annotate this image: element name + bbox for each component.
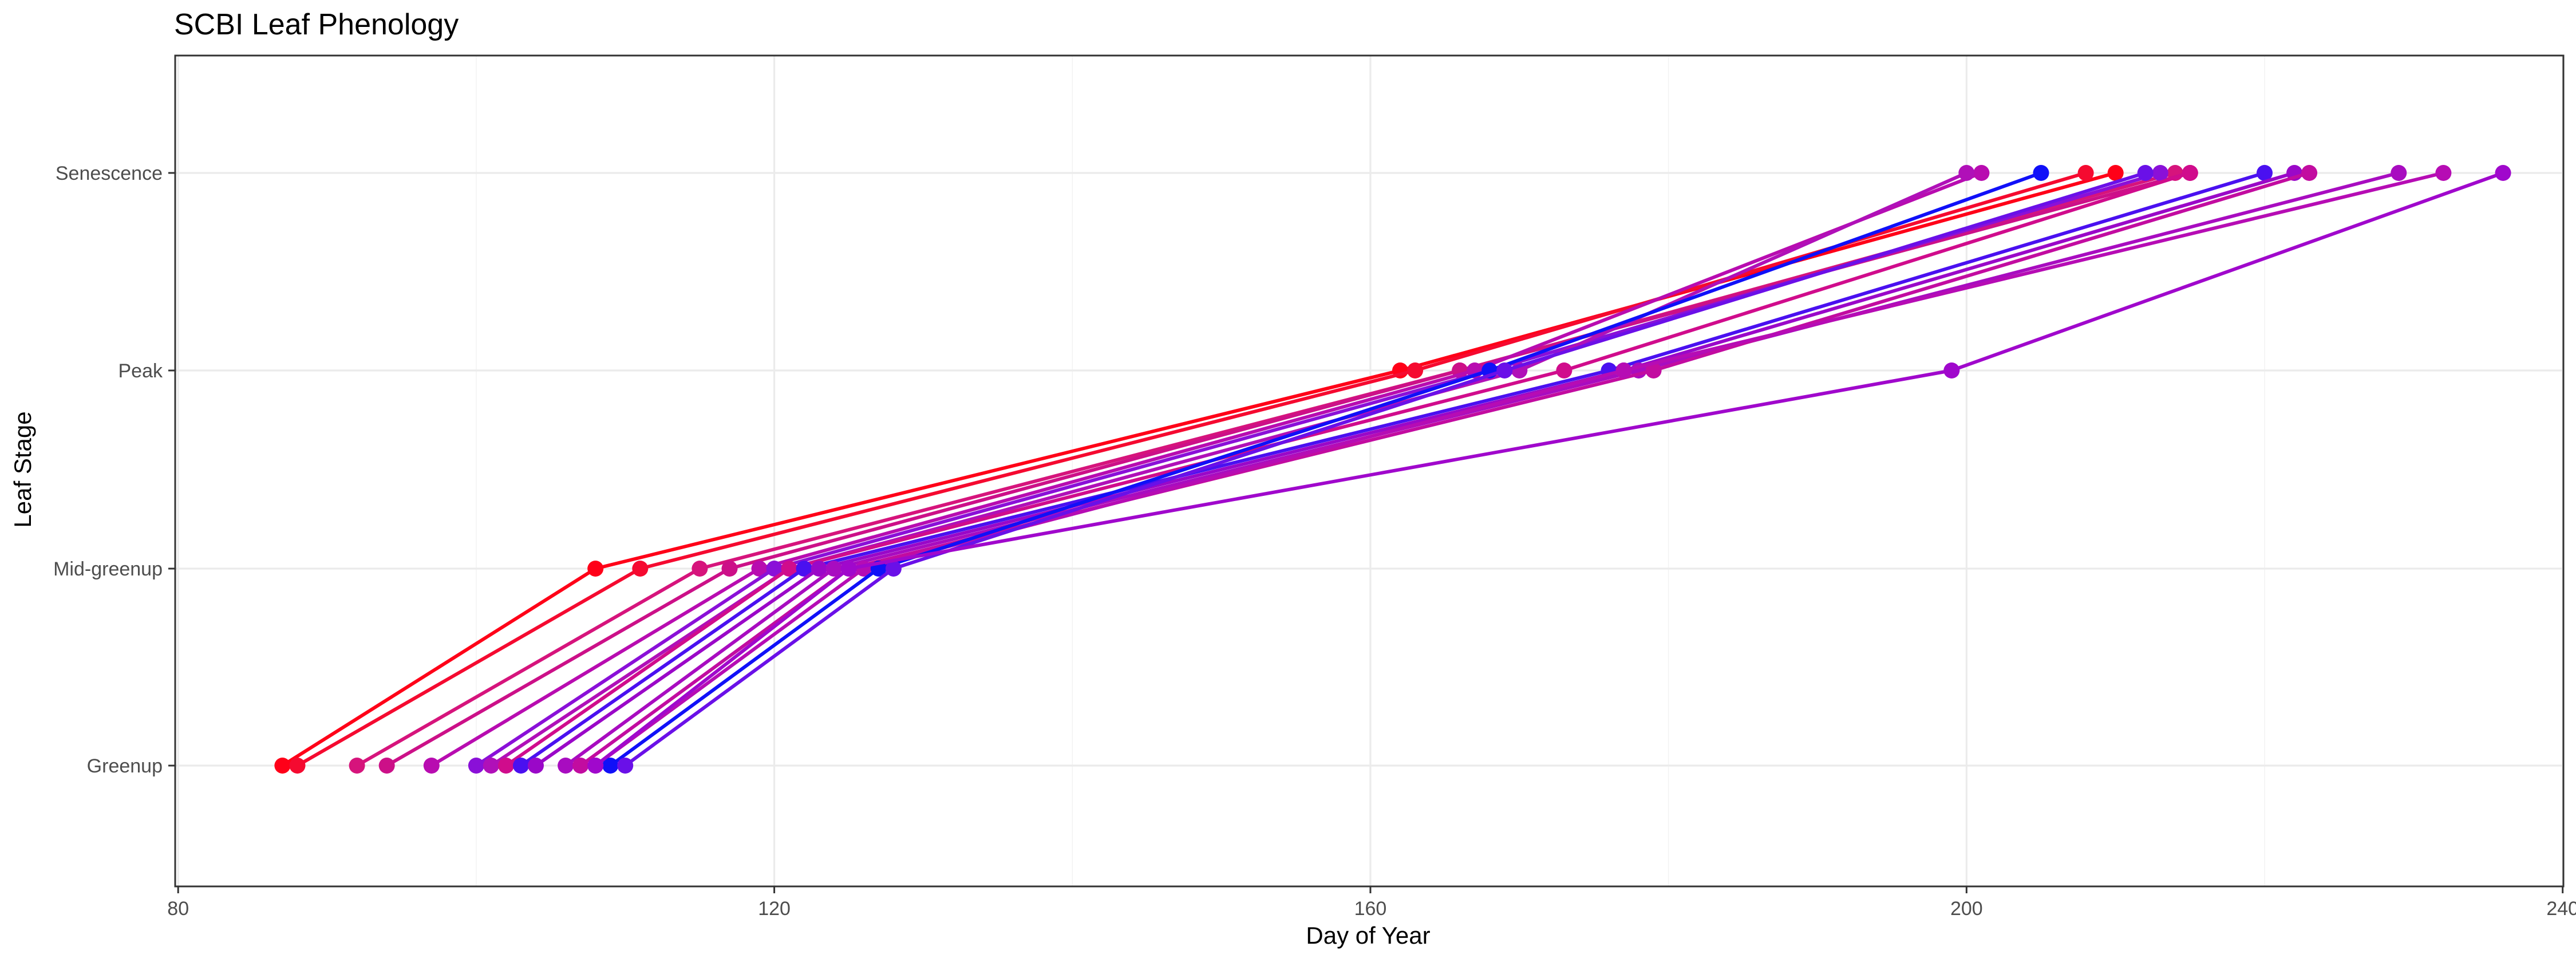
series-tree-01: [274, 165, 2124, 774]
data-point: [587, 758, 604, 774]
data-point: [1496, 362, 1513, 379]
data-point: [1556, 362, 1573, 379]
data-point: [378, 758, 395, 774]
data-point: [2137, 165, 2154, 181]
y-tick-label: Mid-greenup: [53, 558, 163, 580]
data-point: [2435, 165, 2452, 181]
data-point: [483, 758, 499, 774]
data-point: [2391, 165, 2407, 181]
series-line: [623, 171, 2147, 767]
y-tick-label: Senescence: [56, 163, 163, 184]
data-point: [2107, 165, 2124, 181]
x-axis: 80 120 160 200 240: [167, 886, 2576, 920]
data-point: [2301, 165, 2318, 181]
data-point: [721, 561, 738, 577]
series-line: [594, 171, 2505, 767]
data-point: [289, 758, 306, 774]
series-line: [519, 171, 2266, 767]
data-point: [825, 561, 842, 577]
data-point: [2152, 165, 2168, 181]
data-point: [796, 561, 812, 577]
series-line: [594, 171, 2445, 767]
data-point: [885, 561, 902, 577]
series-line: [564, 171, 2401, 767]
data-point: [587, 561, 604, 577]
data-point: [468, 758, 484, 774]
data-point: [498, 758, 514, 774]
x-axis-title: Day of Year: [1306, 922, 1430, 949]
data-point: [602, 758, 619, 774]
data-point: [1615, 362, 1632, 379]
series-line: [609, 171, 2043, 767]
data-point: [528, 758, 544, 774]
data-point: [513, 758, 529, 774]
series-line: [295, 171, 2088, 767]
data-point: [2495, 165, 2511, 181]
series-tree-15: [617, 165, 2154, 774]
data-point: [2182, 165, 2198, 181]
data-point: [1958, 165, 1975, 181]
data-point: [617, 758, 634, 774]
panel-border: [174, 54, 2565, 888]
data-point: [781, 561, 797, 577]
y-tick-label: Greenup: [87, 755, 163, 777]
series-tree-16: [587, 165, 2511, 774]
x-tick-label: 240: [2546, 898, 2576, 920]
x-tick-label: 80: [167, 898, 189, 920]
chart-title: SCBI Leaf Phenology: [174, 8, 459, 41]
data-point: [572, 758, 589, 774]
data-point: [1973, 165, 1990, 181]
data-point: [349, 758, 365, 774]
x-tick-label: 160: [1354, 898, 1387, 920]
data-point: [840, 561, 857, 577]
x-tick-label: 120: [758, 898, 791, 920]
series-line: [504, 171, 2192, 767]
data-point: [751, 561, 768, 577]
series-layer: [274, 165, 2511, 774]
data-point: [1645, 362, 1662, 379]
series-line: [534, 171, 2297, 767]
data-point: [2033, 165, 2049, 181]
x-tick-label: 200: [1950, 898, 1983, 920]
data-point: [811, 561, 827, 577]
data-point: [1407, 362, 1424, 379]
data-point: [2257, 165, 2273, 181]
data-point: [1943, 362, 1960, 379]
series-tree-09: [513, 165, 2273, 774]
y-axis-title: Leaf Stage: [9, 411, 36, 527]
series-line: [579, 171, 2312, 767]
series-line: [429, 171, 1984, 767]
series-tree-02: [289, 165, 2094, 774]
y-axis: Greenup Mid-greenup Peak Senescence: [53, 163, 175, 777]
y-tick-label: Peak: [118, 360, 163, 382]
data-point: [692, 561, 708, 577]
data-point: [423, 758, 440, 774]
data-point: [632, 561, 649, 577]
data-point: [558, 758, 574, 774]
data-point: [2077, 165, 2094, 181]
series-line: [355, 171, 2177, 767]
series-line: [489, 171, 1969, 767]
series-tree-08: [498, 165, 2198, 774]
data-point: [274, 758, 291, 774]
series-line: [280, 171, 2117, 767]
data-point: [766, 561, 783, 577]
